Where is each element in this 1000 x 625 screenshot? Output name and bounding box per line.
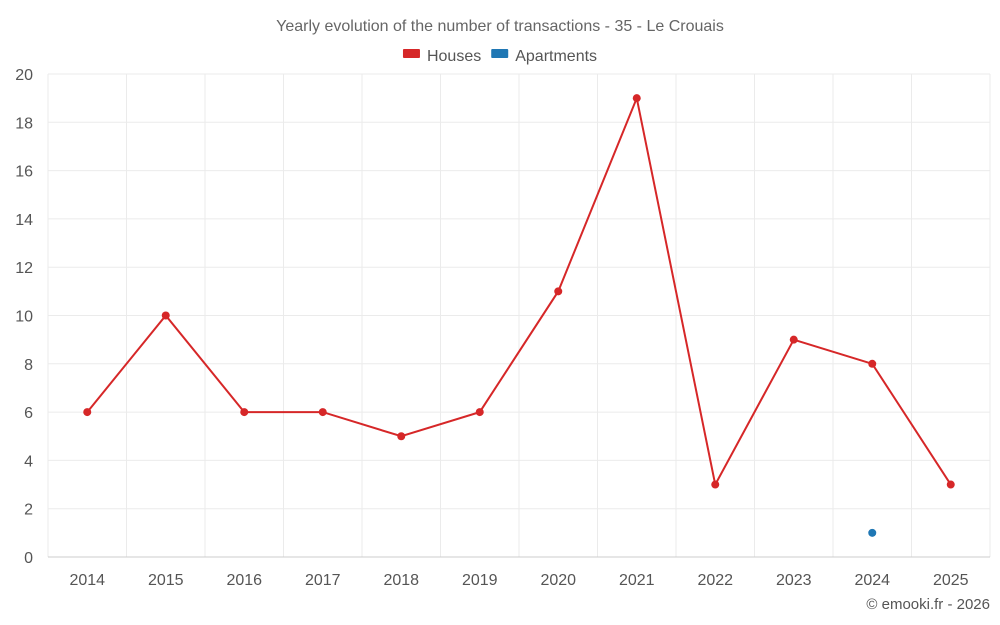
y-tick-label: 14 bbox=[15, 212, 33, 229]
y-tick-label: 20 bbox=[15, 67, 33, 84]
data-point bbox=[632, 94, 641, 103]
series-line bbox=[86, 94, 952, 488]
gridlines bbox=[47, 73, 991, 558]
y-tick-label: 4 bbox=[24, 453, 33, 470]
y-tick-label: 0 bbox=[24, 550, 33, 567]
x-tick-label: 2019 bbox=[462, 572, 498, 589]
x-tick-label: 2016 bbox=[226, 572, 262, 589]
legend-swatch bbox=[402, 49, 420, 58]
data-point bbox=[83, 408, 92, 417]
legend: Houses Apartments bbox=[402, 48, 597, 65]
y-tick-label: 10 bbox=[15, 309, 33, 326]
y-tick-label: 18 bbox=[15, 115, 33, 132]
x-tick-label: 2024 bbox=[854, 572, 890, 589]
data-point bbox=[240, 408, 249, 417]
x-tick-label: 2014 bbox=[69, 572, 105, 589]
chart-title: Yearly evolution of the number of transa… bbox=[276, 18, 724, 35]
data-point bbox=[318, 408, 327, 417]
x-tick-label: 2015 bbox=[148, 572, 184, 589]
data-point bbox=[554, 287, 563, 296]
data-point bbox=[475, 408, 484, 417]
y-axis: 0 2 4 6 8 10 12 14 16 18 20 bbox=[15, 67, 33, 567]
y-tick-label: 12 bbox=[15, 260, 33, 277]
data-point bbox=[397, 432, 406, 441]
x-tick-label: 2021 bbox=[619, 572, 655, 589]
y-tick-label: 2 bbox=[24, 502, 33, 519]
credit: © emooki.fr - 2026 bbox=[866, 596, 990, 613]
x-tick-label: 2020 bbox=[540, 572, 576, 589]
data-point bbox=[868, 528, 877, 537]
data-point bbox=[868, 359, 877, 368]
series-houses bbox=[83, 94, 955, 489]
data-point bbox=[789, 335, 798, 344]
data-point bbox=[161, 311, 170, 320]
legend-item: Apartments bbox=[491, 48, 597, 65]
data-point bbox=[946, 480, 955, 489]
y-tick-label: 16 bbox=[15, 164, 33, 181]
y-tick-label: 8 bbox=[24, 357, 33, 374]
data-point bbox=[711, 480, 720, 489]
x-tick-label: 2025 bbox=[933, 572, 969, 589]
x-axis: 2014 2015 2016 2017 2018 2019 2020 2021 2022 2023… bbox=[69, 572, 968, 589]
legend-label: Houses bbox=[427, 48, 481, 65]
x-tick-label: 2018 bbox=[383, 572, 419, 589]
legend-item: Houses bbox=[402, 48, 481, 65]
legend-swatch bbox=[491, 49, 509, 58]
legend-label: Apartments bbox=[515, 48, 597, 65]
series-apartments bbox=[868, 528, 877, 537]
x-tick-label: 2022 bbox=[697, 572, 733, 589]
y-tick-label: 6 bbox=[24, 405, 33, 422]
x-tick-label: 2017 bbox=[305, 572, 341, 589]
series-layer bbox=[83, 94, 955, 537]
x-tick-label: 2023 bbox=[776, 572, 812, 589]
